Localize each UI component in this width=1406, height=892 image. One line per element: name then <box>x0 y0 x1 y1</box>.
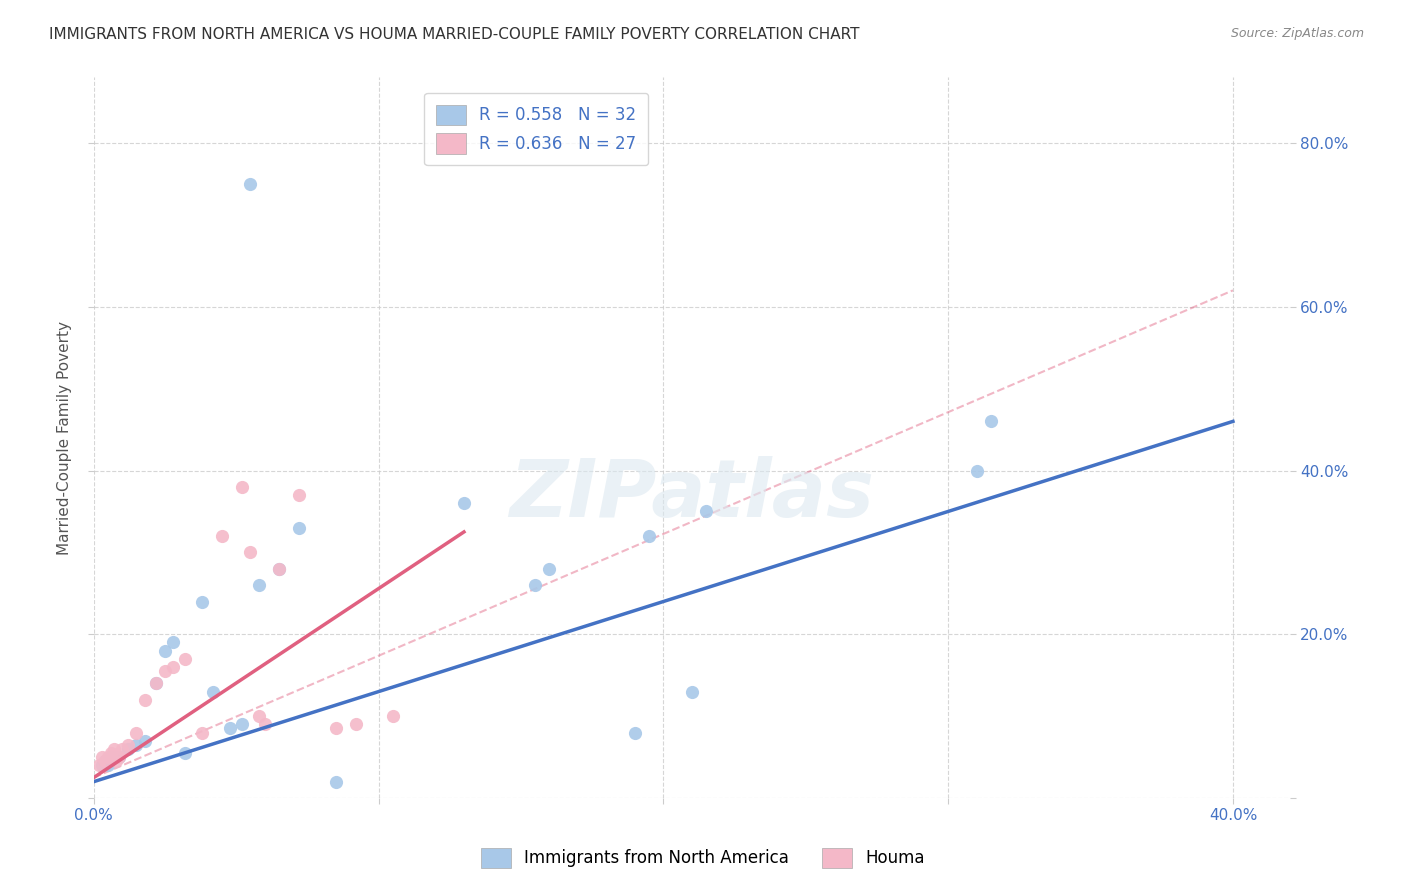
Point <box>145 676 167 690</box>
Text: Source: ZipAtlas.com: Source: ZipAtlas.com <box>1230 27 1364 40</box>
Point <box>105 750 128 764</box>
Point <box>344 717 367 731</box>
Point <box>153 643 176 657</box>
Point <box>381 709 404 723</box>
Point <box>681 684 703 698</box>
Point <box>239 545 262 559</box>
Point <box>125 725 148 739</box>
Point <box>980 414 1002 428</box>
Point <box>638 529 661 543</box>
Point <box>173 746 195 760</box>
Point <box>162 660 184 674</box>
Point <box>239 177 262 191</box>
Point <box>100 746 122 760</box>
Point <box>108 750 131 764</box>
Y-axis label: Married-Couple Family Poverty: Married-Couple Family Poverty <box>58 321 72 555</box>
Point <box>162 635 184 649</box>
Point <box>211 529 233 543</box>
Point <box>89 758 111 772</box>
Text: ZIPatlas: ZIPatlas <box>509 457 875 534</box>
Point <box>253 717 276 731</box>
Point <box>91 750 114 764</box>
Point <box>624 725 647 739</box>
Point <box>145 676 167 690</box>
Point <box>191 594 214 608</box>
Point <box>287 521 309 535</box>
Point <box>134 693 156 707</box>
Point <box>231 480 253 494</box>
Point <box>91 758 114 772</box>
Point <box>287 488 309 502</box>
Point <box>97 750 120 764</box>
Point <box>117 742 139 756</box>
Point <box>325 722 347 736</box>
Point <box>117 738 139 752</box>
Point <box>231 717 253 731</box>
Point <box>267 562 290 576</box>
Point <box>247 709 270 723</box>
Point <box>134 733 156 747</box>
Legend: Immigrants from North America, Houma: Immigrants from North America, Houma <box>474 841 932 875</box>
Legend: R = 0.558   N = 32, R = 0.636   N = 27: R = 0.558 N = 32, R = 0.636 N = 27 <box>425 93 648 165</box>
Point <box>219 722 242 736</box>
Point <box>97 758 120 772</box>
Point <box>202 684 225 698</box>
Point <box>105 754 128 768</box>
Point <box>153 664 176 678</box>
Point <box>267 562 290 576</box>
Point <box>966 463 988 477</box>
Point <box>325 774 347 789</box>
Point <box>191 725 214 739</box>
Point <box>103 750 125 764</box>
Point <box>524 578 547 592</box>
Point <box>111 742 134 756</box>
Text: IMMIGRANTS FROM NORTH AMERICA VS HOUMA MARRIED-COUPLE FAMILY POVERTY CORRELATION: IMMIGRANTS FROM NORTH AMERICA VS HOUMA M… <box>49 27 859 42</box>
Point <box>94 754 117 768</box>
Point <box>94 754 117 768</box>
Point <box>103 742 125 756</box>
Point <box>125 738 148 752</box>
Point <box>108 750 131 764</box>
Point <box>100 750 122 764</box>
Point <box>538 562 561 576</box>
Point <box>453 496 475 510</box>
Point <box>173 652 195 666</box>
Point <box>247 578 270 592</box>
Point <box>695 504 717 518</box>
